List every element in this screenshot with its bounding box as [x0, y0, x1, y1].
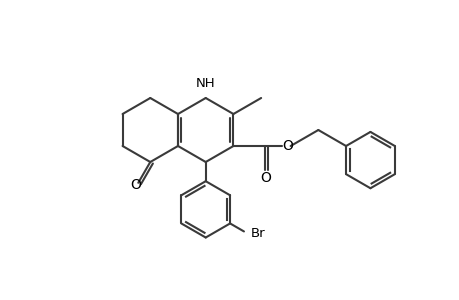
Text: O: O [259, 171, 270, 185]
Text: O: O [129, 178, 140, 191]
Text: NH: NH [196, 77, 215, 90]
Text: Br: Br [251, 227, 265, 240]
Text: O: O [281, 139, 292, 153]
